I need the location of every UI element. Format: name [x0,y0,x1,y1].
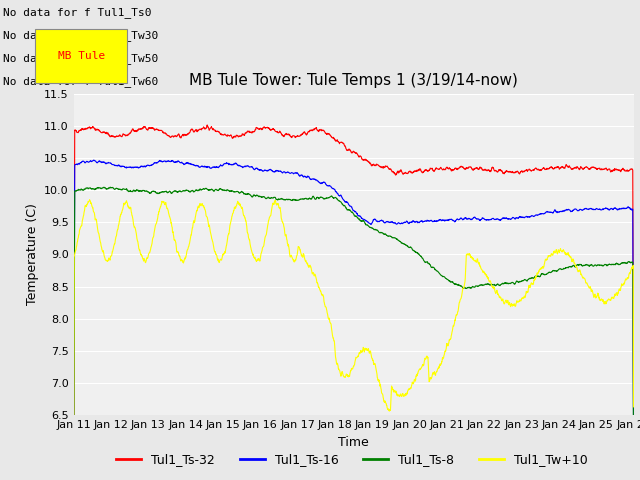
Text: No data for f Tul1_Ts0: No data for f Tul1_Ts0 [3,7,152,18]
Text: No data for f Tul1_Tw30: No data for f Tul1_Tw30 [3,30,159,41]
Text: MB Tule: MB Tule [58,51,105,61]
X-axis label: Time: Time [338,436,369,449]
Y-axis label: Temperature (C): Temperature (C) [26,204,38,305]
Text: No data for f Tul1_Tw50: No data for f Tul1_Tw50 [3,53,159,64]
Legend: Tul1_Ts-32, Tul1_Ts-16, Tul1_Ts-8, Tul1_Tw+10: Tul1_Ts-32, Tul1_Ts-16, Tul1_Ts-8, Tul1_… [111,448,593,471]
Title: MB Tule Tower: Tule Temps 1 (3/19/14-now): MB Tule Tower: Tule Temps 1 (3/19/14-now… [189,73,518,88]
Text: No data for f Tul1_Tw60: No data for f Tul1_Tw60 [3,76,159,87]
